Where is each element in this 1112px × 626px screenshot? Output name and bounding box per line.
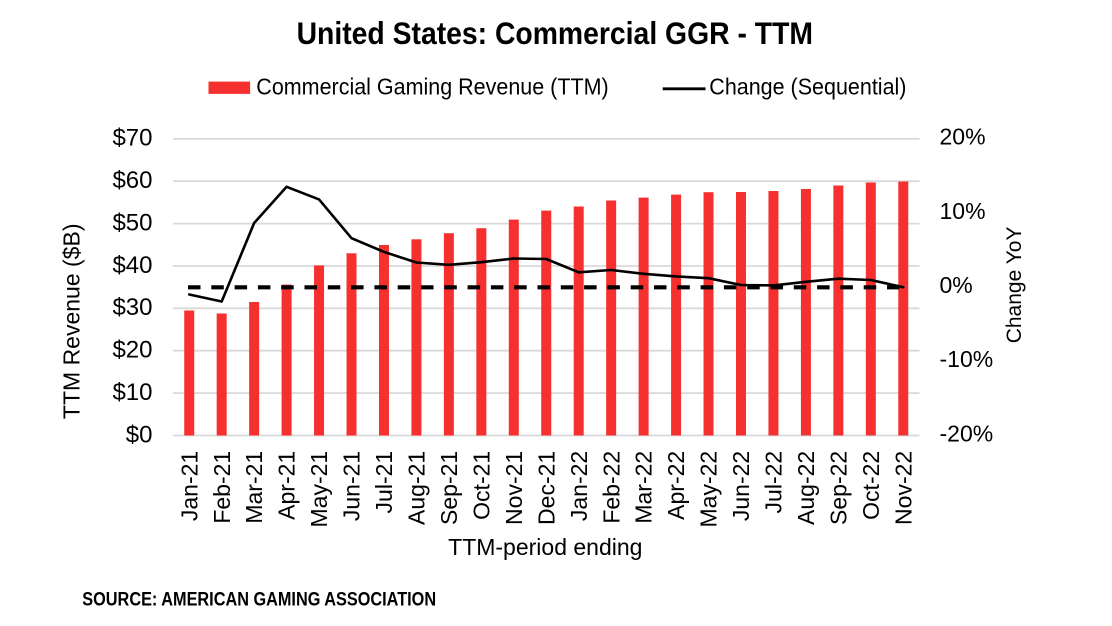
svg-text:-10%: -10% bbox=[940, 346, 994, 372]
svg-text:-20%: -20% bbox=[940, 420, 994, 446]
svg-text:$10: $10 bbox=[112, 379, 152, 406]
svg-text:Dec-21: Dec-21 bbox=[533, 451, 559, 525]
svg-text:TTM-period ending: TTM-period ending bbox=[448, 534, 642, 560]
svg-text:Oct-21: Oct-21 bbox=[468, 451, 494, 520]
svg-text:Mar-21: Mar-21 bbox=[241, 451, 267, 524]
svg-text:SOURCE: AMERICAN GAMING ASSOCI: SOURCE: AMERICAN GAMING ASSOCIATION bbox=[82, 588, 436, 610]
svg-text:Sep-22: Sep-22 bbox=[825, 451, 851, 525]
svg-text:May-21: May-21 bbox=[306, 451, 332, 528]
svg-text:Oct-22: Oct-22 bbox=[858, 451, 884, 520]
svg-text:May-22: May-22 bbox=[696, 451, 722, 528]
svg-text:United States: Commercial GGR: United States: Commercial GGR - TTM bbox=[297, 16, 813, 51]
svg-text:$20: $20 bbox=[112, 337, 152, 364]
svg-text:$70: $70 bbox=[112, 125, 152, 152]
svg-text:Aug-21: Aug-21 bbox=[404, 451, 430, 525]
svg-text:Jun-22: Jun-22 bbox=[728, 451, 754, 521]
svg-text:Sep-21: Sep-21 bbox=[436, 451, 462, 525]
svg-text:20%: 20% bbox=[940, 124, 986, 150]
svg-text:Feb-22: Feb-22 bbox=[598, 451, 624, 524]
svg-text:Jan-22: Jan-22 bbox=[566, 451, 592, 521]
svg-text:Apr-21: Apr-21 bbox=[274, 451, 300, 520]
svg-text:10%: 10% bbox=[940, 198, 986, 224]
svg-text:TTM Revenue ($B): TTM Revenue ($B) bbox=[59, 224, 85, 420]
svg-text:$0: $0 bbox=[126, 421, 153, 448]
svg-text:Mar-22: Mar-22 bbox=[631, 451, 657, 524]
svg-text:Jul-21: Jul-21 bbox=[371, 451, 397, 514]
svg-text:$30: $30 bbox=[112, 294, 152, 321]
svg-text:Jun-21: Jun-21 bbox=[339, 451, 365, 521]
svg-text:Change (Sequential): Change (Sequential) bbox=[709, 74, 906, 100]
svg-text:Feb-21: Feb-21 bbox=[209, 451, 235, 524]
svg-text:$40: $40 bbox=[112, 252, 152, 279]
svg-text:Jan-21: Jan-21 bbox=[176, 451, 202, 521]
svg-text:Commercial Gaming Revenue (TTM: Commercial Gaming Revenue (TTM) bbox=[256, 74, 608, 100]
svg-text:Aug-22: Aug-22 bbox=[793, 451, 819, 525]
svg-text:$50: $50 bbox=[112, 210, 152, 237]
svg-text:Jul-22: Jul-22 bbox=[761, 451, 787, 514]
svg-text:Nov-21: Nov-21 bbox=[501, 451, 527, 525]
svg-text:Apr-22: Apr-22 bbox=[663, 451, 689, 520]
svg-text:$60: $60 bbox=[112, 167, 152, 194]
svg-text:0%: 0% bbox=[940, 272, 973, 298]
svg-text:Nov-22: Nov-22 bbox=[890, 451, 916, 525]
svg-text:Change YoY: Change YoY bbox=[1003, 227, 1026, 344]
